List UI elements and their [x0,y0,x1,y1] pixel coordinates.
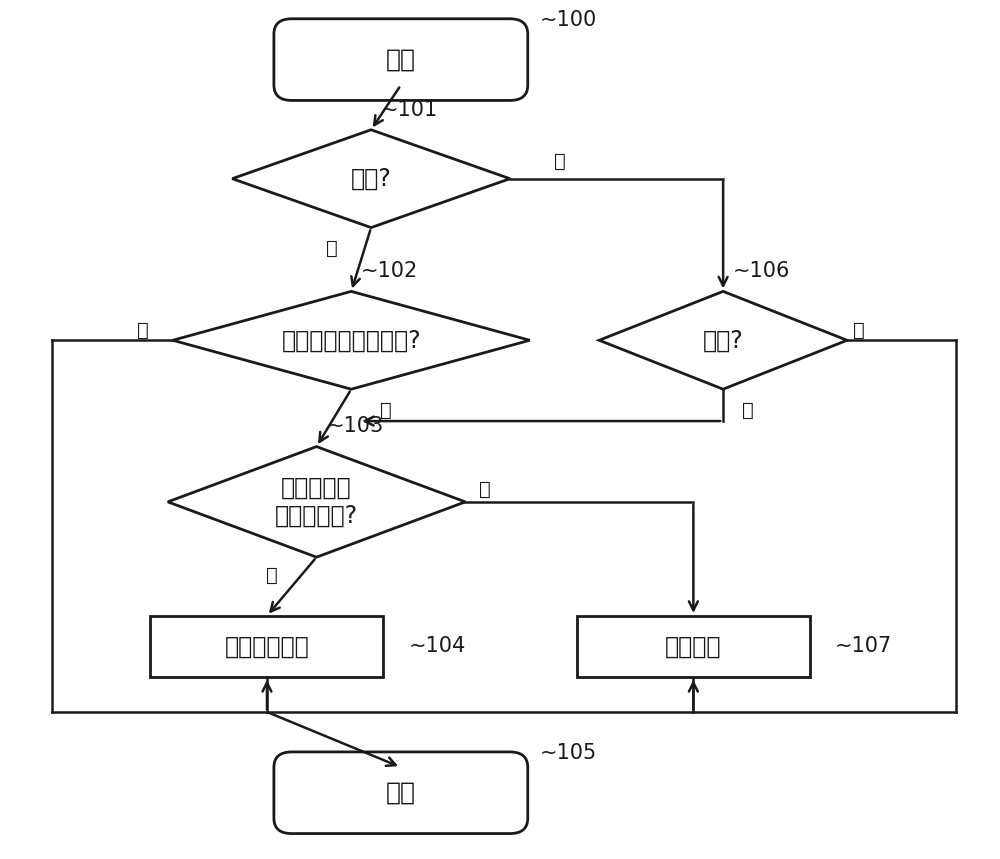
Polygon shape [168,447,465,557]
Text: 否: 否 [479,479,491,498]
Text: 返回: 返回 [386,781,416,805]
Text: 否: 否 [137,320,149,339]
Text: ~105: ~105 [540,743,597,763]
Text: 开始: 开始 [386,47,416,71]
Text: 通电?: 通电? [351,167,391,191]
Bar [150,616,383,677]
Text: 电动机可以驱动车辆?: 电动机可以驱动车辆? [281,328,421,352]
Text: ~106: ~106 [733,261,790,281]
Text: 是: 是 [380,401,392,420]
Text: 否: 否 [853,320,865,339]
FancyBboxPatch shape [274,752,528,833]
Text: 冷却控制: 冷却控制 [665,635,722,659]
Bar [577,616,810,677]
Text: ~102: ~102 [361,261,418,281]
Text: ~103: ~103 [326,417,384,436]
Polygon shape [173,291,530,389]
Polygon shape [599,291,847,389]
Text: ~101: ~101 [381,100,438,119]
Text: 充电?: 充电? [703,328,744,352]
Text: 是: 是 [266,566,278,585]
Text: 气泡去除控制: 气泡去除控制 [225,635,309,659]
Text: 是: 是 [742,401,754,420]
Text: 否: 否 [554,152,565,171]
Text: ~100: ~100 [540,9,597,30]
FancyBboxPatch shape [274,19,528,101]
Text: ~104: ~104 [408,637,466,656]
Text: ~107: ~107 [835,637,892,656]
Polygon shape [232,130,510,228]
Text: 是: 是 [326,240,337,259]
Text: 发动机罩处
于打开状态?: 发动机罩处 于打开状态? [275,476,358,527]
